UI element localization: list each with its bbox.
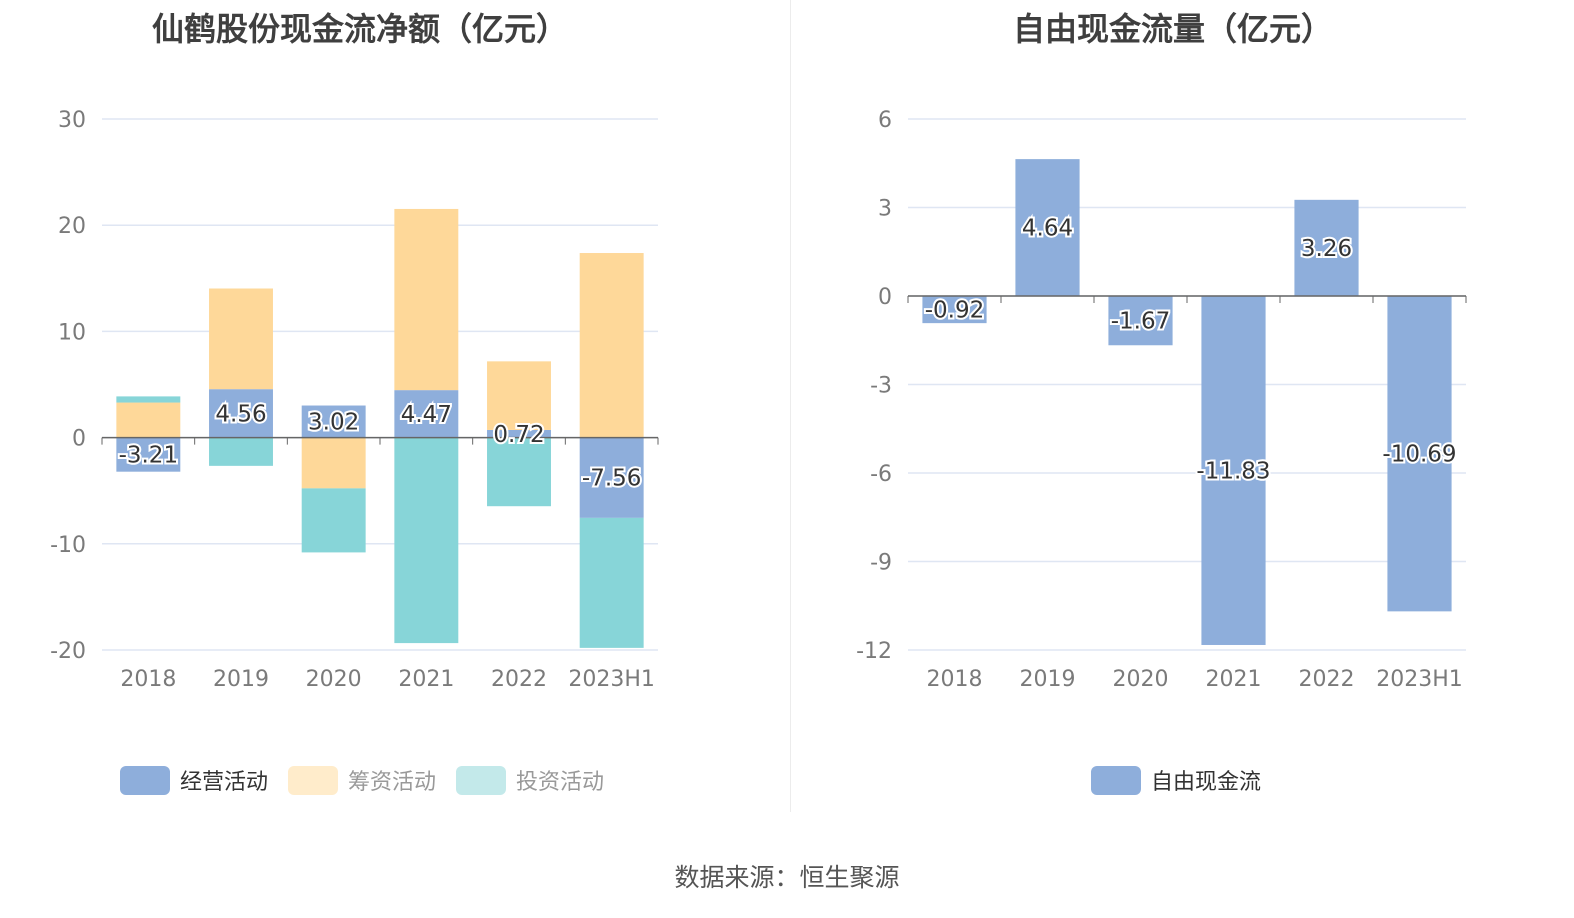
x-tick-label: 2023H1 <box>1376 667 1463 692</box>
x-tick-label: 2019 <box>1020 667 1076 692</box>
legend-free-cash-flow: 自由现金流 <box>1091 764 1281 796</box>
legend-swatch-free-cash-flow <box>1091 765 1141 795</box>
y-tick-label: -12 <box>856 639 892 664</box>
bar-筹资活动 <box>301 437 366 489</box>
data-label: -1.67 <box>1111 309 1171 335</box>
bar-自由现金流 <box>1387 296 1452 612</box>
data-label: 4.56 <box>215 401 266 427</box>
cash-flow-net-chart: 30 20 10 0 -10 -20 2018 2019 2020 2021 2022 2023H1 -… <box>50 108 659 692</box>
bar-自由现金流 <box>1201 296 1266 645</box>
legend-item-operating[interactable]: 经营活动 <box>120 764 268 796</box>
y-tick-label: 30 <box>58 108 86 133</box>
legend-swatch-financing <box>288 765 339 795</box>
x-tick-label: 2022 <box>1299 667 1355 692</box>
x-tick-label: 2020 <box>1113 667 1169 692</box>
legend-cash-flow-net: 经营活动 筹资活动 投资活动 <box>120 764 624 796</box>
y-tick-label: -9 <box>870 551 892 576</box>
bar-自由现金流 <box>1015 159 1080 296</box>
data-source: 数据来源：恒生聚源 <box>674 863 900 892</box>
x-tick-label: 2021 <box>398 667 454 692</box>
panel-divider <box>790 0 791 812</box>
bar-筹资活动 <box>394 208 459 391</box>
bar-经营活动 <box>579 437 644 518</box>
x-tick-label: 2022 <box>491 667 547 692</box>
data-label: 4.47 <box>401 402 452 428</box>
x-tick-label: 2018 <box>927 667 983 692</box>
bar-自由现金流 <box>922 296 987 324</box>
free-cash-flow-chart: 6 3 0 -3 -6 -9 -12 2018 2019 2020 2021 2022 2023H1 -0… <box>856 108 1467 692</box>
bar-投资活动 <box>394 437 459 644</box>
legend-label-operating: 经营活动 <box>180 770 269 795</box>
x-tick-label: 2021 <box>1206 667 1262 692</box>
bar-自由现金流 <box>1108 296 1173 346</box>
legend-item-free-cash-flow[interactable]: 自由现金流 <box>1091 764 1261 796</box>
x-tick-label: 2018 <box>120 667 176 692</box>
bar-经营活动 <box>209 389 273 438</box>
data-label: -10.69 <box>1382 442 1456 468</box>
data-label: 4.64 <box>1022 216 1073 242</box>
legend-label-investing: 投资活动 <box>516 770 605 795</box>
bar-投资活动 <box>301 488 366 553</box>
bar-投资活动 <box>487 437 551 507</box>
y-tick-label: 0 <box>72 427 86 452</box>
y-tick-label: -3 <box>870 374 892 399</box>
data-label: 3.26 <box>1301 236 1352 262</box>
y-tick-label: -20 <box>50 639 86 664</box>
legend-swatch-investing <box>456 765 507 795</box>
bar-投资活动 <box>209 437 273 466</box>
y-tick-label: 20 <box>58 214 86 239</box>
data-label: 0.72 <box>493 422 544 448</box>
x-tick-label: 2023H1 <box>568 667 655 692</box>
y-tick-label: 0 <box>878 285 892 310</box>
legend-label-financing: 筹资活动 <box>348 770 437 795</box>
legend-item-financing[interactable]: 筹资活动 <box>288 764 436 796</box>
y-tick-label: 10 <box>58 320 86 345</box>
bar-投资活动 <box>116 396 181 403</box>
bar-经营活动 <box>394 390 459 438</box>
x-tick-label: 2020 <box>306 667 362 692</box>
data-label: 3.02 <box>308 410 359 436</box>
y-tick-label: -6 <box>870 462 892 487</box>
chart-title-cash-flow-net: 仙鹤股份现金流净额（亿元） <box>151 10 568 48</box>
chart-title-free-cash-flow: 自由现金流量（亿元） <box>1012 10 1333 48</box>
data-label: -3.21 <box>119 443 179 469</box>
y-tick-label: 6 <box>878 108 892 133</box>
bar-经营活动 <box>487 429 551 438</box>
data-label: -0.92 <box>925 298 985 324</box>
bar-筹资活动 <box>209 288 273 390</box>
data-label: -7.56 <box>582 466 642 492</box>
bar-筹资活动 <box>116 402 181 438</box>
bar-筹资活动 <box>487 361 551 430</box>
bar-经营活动 <box>116 437 181 472</box>
y-tick-label: 3 <box>878 197 892 222</box>
legend-swatch-operating <box>120 765 170 795</box>
bar-投资活动 <box>579 517 644 648</box>
x-tick-label: 2019 <box>213 667 269 692</box>
bar-经营活动 <box>301 405 366 438</box>
data-label: -11.83 <box>1196 458 1270 484</box>
y-tick-label: -10 <box>50 533 86 558</box>
legend-item-investing[interactable]: 投资活动 <box>456 764 604 796</box>
bar-自由现金流 <box>1294 199 1359 296</box>
bar-筹资活动 <box>579 253 644 438</box>
legend-label-free-cash-flow: 自由现金流 <box>1151 770 1262 795</box>
